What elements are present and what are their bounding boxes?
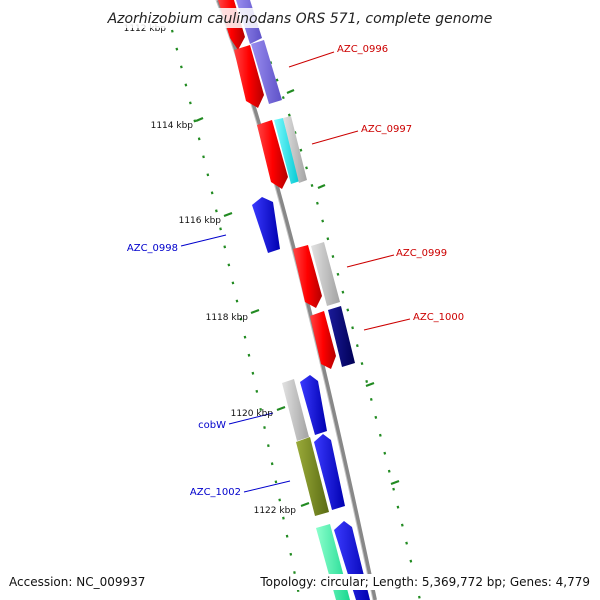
accession-text: Accession: NC_009937: [9, 575, 145, 589]
gene-label-azc-1002: AZC_1002: [190, 487, 241, 498]
kbp-label-1122: 1122 kbp: [254, 506, 297, 516]
kbp-label-1116: 1116 kbp: [179, 216, 222, 226]
title-backdrop: [108, 8, 492, 28]
gene-forward-gray-2: [311, 242, 340, 306]
gene-forward-red-5: [310, 311, 336, 369]
gene-label-azc-0999: AZC_0999: [396, 248, 447, 259]
gene-forward-red-2: [234, 45, 264, 108]
kbp-label-1118: 1118 kbp: [206, 313, 249, 323]
gene-reverse-blue-3: [314, 434, 345, 510]
gene-forward-red-4: [293, 245, 322, 308]
map-title: Azorhizobium caulinodans ORS 571, comple…: [107, 11, 493, 27]
gene-reverse-olive-1: [296, 437, 329, 516]
reverse-genes: [252, 197, 370, 600]
gene-label-azc-0998: AZC_0998: [127, 243, 178, 254]
kbp-ticks: [195, 88, 400, 508]
gene-forward-cyan-1: [274, 118, 300, 184]
kbp-label-1114: 1114 kbp: [151, 121, 194, 131]
gene-reverse-blue-1: [252, 197, 280, 253]
gene-label-azc-0997: AZC_0997: [361, 124, 412, 135]
gene-label-azc-0996: AZC_0996: [337, 44, 388, 55]
inner-tick-track: [170, 29, 302, 600]
gene-reverse-blue-2: [300, 375, 327, 435]
kbp-label-1112: 1112 kbp: [124, 24, 167, 34]
label-leaders: [180, 51, 411, 493]
gene-forward-purple-2: [251, 40, 282, 104]
footer-stats-backdrop: [258, 574, 594, 590]
gene-forward-red-3: [257, 120, 288, 189]
gene-label-azc-1000: AZC_1000: [413, 312, 464, 323]
genome-stats-text: Topology: circular; Length: 5,369,772 bp…: [259, 575, 590, 589]
genome-backbone: [216, 0, 377, 600]
kbp-label-1120: 1120 kbp: [231, 409, 274, 419]
gene-reverse-gray-1: [282, 379, 309, 441]
gene-label-cobw: cobW: [198, 420, 226, 431]
gene-forward-gray-1: [283, 116, 307, 183]
gene-forward-navy-1: [328, 306, 355, 367]
